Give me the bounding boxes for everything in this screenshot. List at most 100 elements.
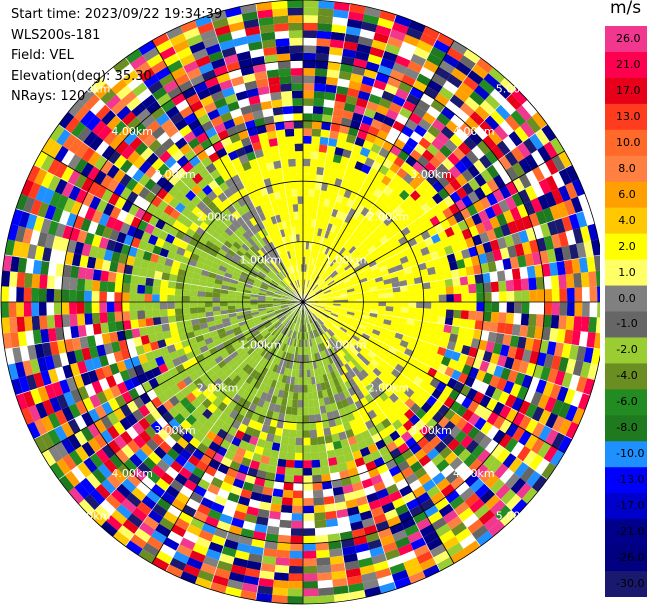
velocity-bin <box>273 306 282 310</box>
velocity-bin <box>329 270 337 277</box>
velocity-bin <box>426 185 438 198</box>
velocity-bin <box>380 534 395 547</box>
velocity-bin <box>163 511 179 525</box>
velocity-bin <box>359 510 373 521</box>
velocity-bin <box>415 397 427 409</box>
velocity-bin <box>208 458 221 471</box>
velocity-bin <box>306 226 311 235</box>
velocity-bin <box>210 476 224 489</box>
velocity-bin <box>332 306 341 310</box>
velocity-bin <box>211 534 226 547</box>
velocity-bin <box>543 353 555 369</box>
velocity-bin <box>165 360 176 371</box>
velocity-bin <box>130 274 139 285</box>
velocity-bin <box>263 277 272 284</box>
velocity-bin <box>168 273 178 282</box>
velocity-bin <box>280 304 289 307</box>
velocity-bin <box>230 75 245 87</box>
velocity-bin <box>467 400 480 413</box>
velocity-bin <box>227 248 236 257</box>
ray-gap <box>58 301 304 480</box>
velocity-bin <box>293 467 303 476</box>
velocity-bin <box>219 439 231 450</box>
velocity-bin <box>370 236 380 245</box>
velocity-bin <box>316 268 322 276</box>
velocity-bin <box>370 450 382 461</box>
velocity-bin <box>233 366 243 375</box>
velocity-bin <box>114 196 127 210</box>
velocity-bin <box>254 172 264 183</box>
velocity-bin <box>152 32 170 47</box>
velocity-bin <box>273 294 282 298</box>
velocity-bin <box>327 248 334 257</box>
velocity-bin <box>363 302 371 306</box>
velocity-bin <box>470 255 481 266</box>
velocity-bin <box>308 188 315 197</box>
velocity-bin <box>317 436 326 445</box>
velocity-bin <box>326 319 334 326</box>
velocity-bin <box>482 454 497 469</box>
velocity-bin <box>201 398 213 409</box>
velocity-bin <box>312 313 319 320</box>
velocity-bin <box>207 483 221 496</box>
velocity-bin <box>318 8 334 17</box>
velocity-bin <box>549 204 562 221</box>
velocity-bin <box>531 111 548 129</box>
velocity-bin <box>474 173 487 187</box>
velocity-bin <box>307 316 312 324</box>
velocity-bin <box>238 320 247 327</box>
velocity-bin <box>470 338 481 349</box>
velocity-bin <box>368 316 377 322</box>
velocity-bin <box>303 120 313 129</box>
velocity-bin <box>369 46 385 58</box>
velocity-bin <box>197 478 211 491</box>
velocity-bin <box>82 397 95 412</box>
velocity-bin <box>265 61 279 71</box>
velocity-bin <box>168 173 181 186</box>
velocity-bin <box>159 517 175 531</box>
velocity-bin <box>213 315 222 321</box>
velocity-bin <box>309 281 314 289</box>
velocity-bin <box>318 220 325 230</box>
velocity-bin <box>375 72 390 84</box>
velocity-bin <box>367 443 379 454</box>
velocity-bin <box>310 257 315 266</box>
velocity-bin <box>320 129 331 138</box>
velocity-bin <box>67 169 81 186</box>
velocity-bin <box>300 347 303 355</box>
velocity-bin <box>265 322 273 329</box>
velocity-bin <box>329 555 345 565</box>
velocity-bin <box>505 93 522 110</box>
velocity-bin <box>324 365 331 374</box>
velocity-bin <box>238 154 249 165</box>
velocity-bin <box>91 356 102 370</box>
velocity-bin <box>447 358 459 370</box>
velocity-bin <box>273 304 281 307</box>
velocity-bin <box>276 341 283 350</box>
velocity-bin <box>490 311 499 323</box>
velocity-bin <box>275 349 282 358</box>
velocity-bin <box>504 195 517 210</box>
velocity-bin <box>231 436 242 447</box>
ray-gap <box>15 208 304 303</box>
velocity-bin <box>295 331 299 340</box>
velocity-bin <box>142 456 157 471</box>
velocity-bin <box>237 97 251 109</box>
velocity-bin <box>329 327 337 334</box>
velocity-bin <box>333 592 351 603</box>
velocity-bin <box>526 470 542 488</box>
velocity-bin <box>145 317 154 327</box>
velocity-bin <box>198 358 208 368</box>
velocity-bin <box>303 105 314 114</box>
velocity-bin <box>474 504 490 520</box>
velocity-bin <box>101 365 113 378</box>
ray-gap <box>302 301 573 440</box>
velocity-bin <box>129 310 138 321</box>
velocity-bin <box>307 307 314 314</box>
velocity-bin <box>296 287 301 296</box>
velocity-bin <box>235 264 245 272</box>
velocity-bin <box>311 211 318 220</box>
velocity-bin <box>305 272 308 280</box>
velocity-bin <box>188 258 198 267</box>
velocity-bin <box>353 332 362 339</box>
